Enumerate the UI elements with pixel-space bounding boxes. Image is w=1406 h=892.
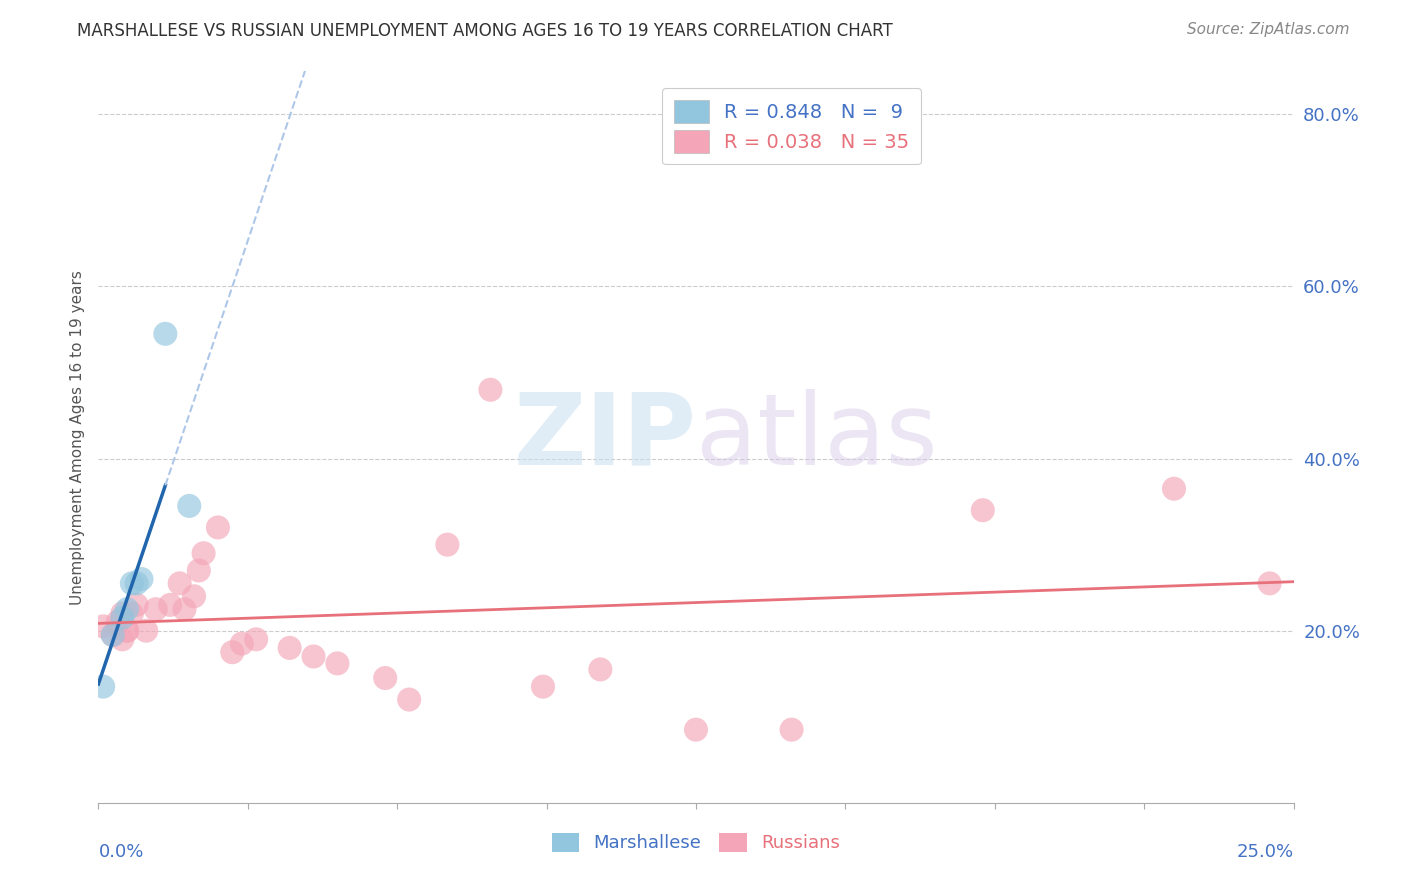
- Point: [111, 632, 134, 647]
- Point: [479, 383, 502, 397]
- Point: [780, 723, 803, 737]
- Point: [101, 628, 124, 642]
- Point: [125, 576, 148, 591]
- Point: [1258, 576, 1281, 591]
- Point: [221, 645, 243, 659]
- Point: [115, 602, 138, 616]
- Point: [326, 657, 349, 671]
- Point: [91, 680, 114, 694]
- Point: [145, 602, 167, 616]
- Text: ZIP: ZIP: [513, 389, 696, 485]
- Point: [91, 619, 114, 633]
- Point: [231, 637, 253, 651]
- Point: [187, 564, 209, 578]
- Point: [374, 671, 396, 685]
- Point: [398, 692, 420, 706]
- Point: [436, 538, 458, 552]
- Legend: Marshallese, Russians: Marshallese, Russians: [544, 826, 848, 860]
- Point: [115, 624, 138, 638]
- Text: Source: ZipAtlas.com: Source: ZipAtlas.com: [1187, 22, 1350, 37]
- Point: [193, 546, 215, 560]
- Point: [183, 589, 205, 603]
- Point: [173, 602, 195, 616]
- Point: [115, 624, 138, 638]
- Point: [179, 499, 201, 513]
- Point: [302, 649, 325, 664]
- Point: [531, 680, 554, 694]
- Point: [159, 598, 181, 612]
- Point: [135, 624, 157, 638]
- Y-axis label: Unemployment Among Ages 16 to 19 years: Unemployment Among Ages 16 to 19 years: [69, 269, 84, 605]
- Point: [589, 662, 612, 676]
- Point: [245, 632, 267, 647]
- Point: [278, 640, 301, 655]
- Point: [111, 607, 134, 621]
- Point: [1163, 482, 1185, 496]
- Point: [111, 611, 134, 625]
- Point: [169, 576, 191, 591]
- Point: [101, 628, 124, 642]
- Point: [685, 723, 707, 737]
- Point: [131, 572, 153, 586]
- Point: [125, 598, 148, 612]
- Point: [121, 607, 143, 621]
- Point: [155, 326, 177, 341]
- Point: [207, 520, 229, 534]
- Text: 0.0%: 0.0%: [98, 843, 143, 861]
- Text: 25.0%: 25.0%: [1236, 843, 1294, 861]
- Point: [107, 615, 129, 629]
- Text: MARSHALLESE VS RUSSIAN UNEMPLOYMENT AMONG AGES 16 TO 19 YEARS CORRELATION CHART: MARSHALLESE VS RUSSIAN UNEMPLOYMENT AMON…: [77, 22, 893, 40]
- Point: [972, 503, 994, 517]
- Point: [121, 576, 143, 591]
- Text: atlas: atlas: [696, 389, 938, 485]
